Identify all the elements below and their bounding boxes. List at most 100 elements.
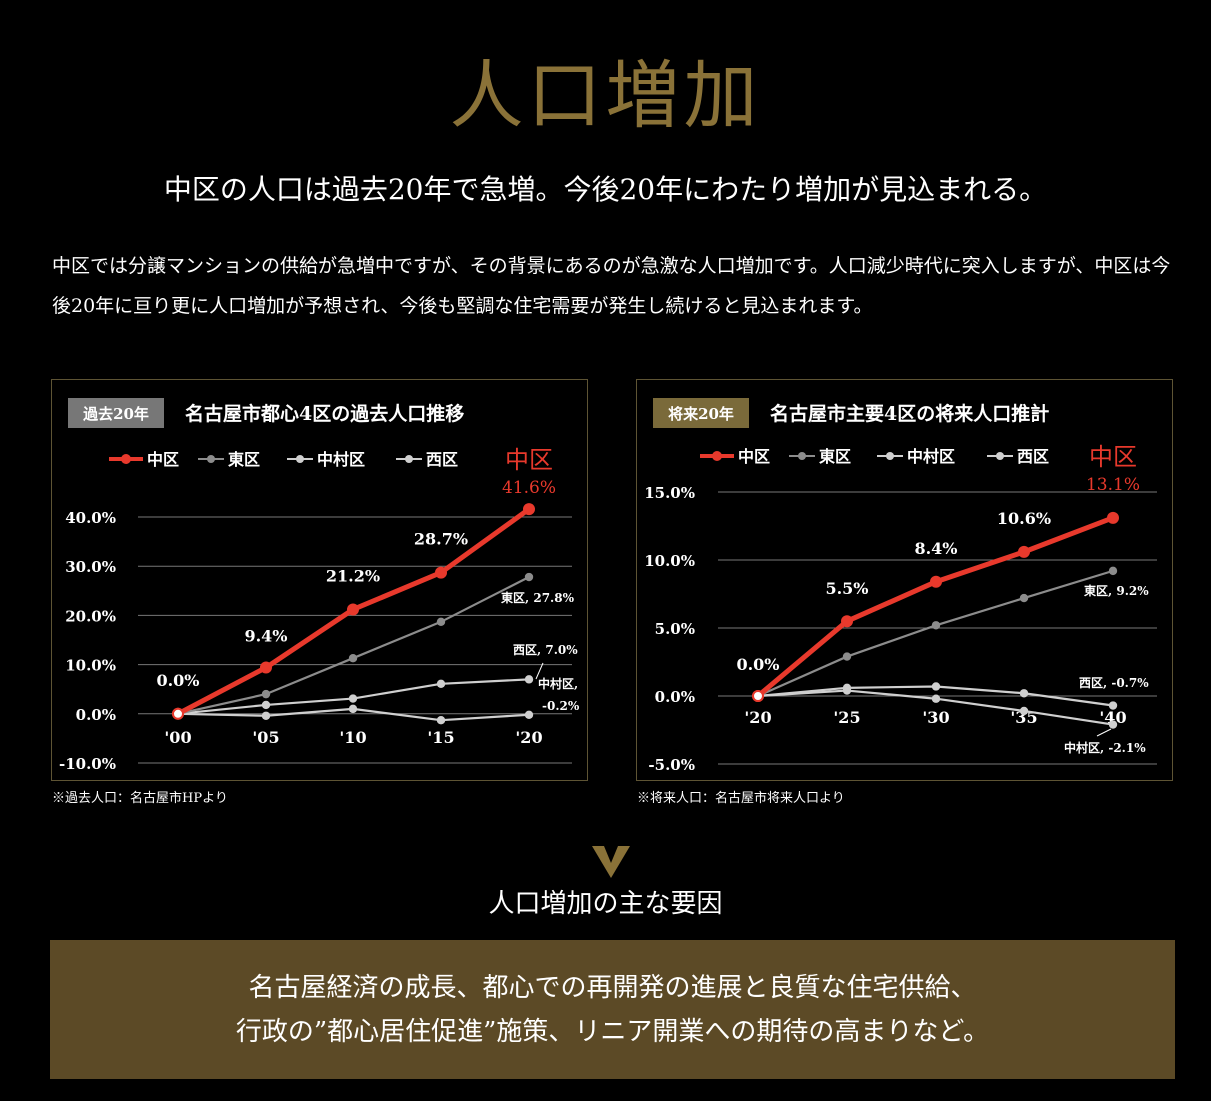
- future-population-chart: 将来20年 名古屋市主要4区の将来人口推計 中区 東区 中村区 西区 中区 13.1% -5.0…: [636, 379, 1173, 781]
- data-point: [436, 617, 446, 626]
- legend-entry: 西区: [426, 450, 458, 469]
- y-tick-label: 40.0%: [65, 509, 116, 527]
- annotation-leader: [1096, 728, 1112, 737]
- x-tick-label: '05: [252, 728, 279, 747]
- chart-badge: [653, 398, 749, 428]
- data-point: [1019, 706, 1029, 716]
- data-point: [436, 679, 446, 688]
- series-annotation: 西区, 7.0%: [513, 643, 578, 657]
- data-point: [348, 654, 358, 663]
- data-point: [435, 566, 447, 579]
- legend-swatch-marker: [121, 454, 131, 464]
- highlight-series-value: 13.1%: [1086, 475, 1140, 495]
- x-tick-label: '40: [1099, 708, 1126, 727]
- factors-heading: 人口増加の主な要因: [488, 889, 723, 919]
- legend-entry: 東区: [819, 447, 851, 466]
- highlight-series-name: 中区: [1089, 443, 1137, 471]
- data-label: 28.7%: [414, 530, 468, 549]
- series-annotation: 西区, -0.7%: [1079, 676, 1149, 690]
- series-annotation: 中村区, -2.1%: [1064, 740, 1146, 755]
- origin-point: [752, 690, 764, 702]
- page-title: 人口増加: [449, 53, 762, 139]
- chart-title: 名古屋市主要4区の将来人口推計: [770, 402, 1049, 425]
- future-chart-source: ※将来人口：名古屋市将来人口より: [637, 791, 845, 806]
- data-point: [348, 704, 358, 714]
- legend-entry: 中区: [147, 450, 179, 469]
- series-line: [177, 576, 530, 715]
- series-annotation: 東区, 27.8%: [501, 590, 575, 605]
- data-point: [1108, 701, 1118, 710]
- data-label: 10.6%: [997, 509, 1051, 528]
- x-tick-label: '25: [833, 708, 860, 727]
- legend-entry: 西区: [1017, 447, 1049, 466]
- data-point: [842, 686, 852, 695]
- annotation-leader: [535, 662, 544, 680]
- data-point: [931, 694, 941, 703]
- data-point: [348, 694, 358, 703]
- data-point: [261, 689, 271, 699]
- legend-swatch-marker: [886, 452, 894, 460]
- legend-entry: 中村区: [317, 450, 365, 469]
- data-label: 0.0%: [156, 671, 199, 690]
- factors-line: 行政の”都心居住促進”施策、リニア開業への期待の高まりなど。: [235, 1016, 990, 1047]
- chart-title: 名古屋市都心4区の過去人口推移: [185, 402, 464, 425]
- series-annotation: 中村区,: [538, 676, 578, 691]
- series-line: [757, 569, 1114, 698]
- x-tick-label: '20: [515, 728, 542, 747]
- data-label: 21.2%: [326, 566, 380, 585]
- legend-swatch-marker: [296, 455, 304, 463]
- legend-swatch-marker: [996, 452, 1004, 460]
- highlight-series-value: 41.6%: [502, 478, 556, 498]
- data-label: 0.0%: [736, 655, 779, 674]
- data-label: 8.4%: [914, 539, 957, 558]
- chart-badge-label: 将来20年: [668, 405, 734, 423]
- x-tick-label: '10: [339, 728, 366, 747]
- x-tick-label: '30: [922, 708, 949, 727]
- data-point: [1019, 689, 1029, 698]
- chart-badge-label: 過去20年: [82, 405, 149, 423]
- series-annotation: -0.2%: [542, 699, 580, 713]
- series-annotation: 東区, 9.2%: [1084, 583, 1149, 598]
- y-tick-label: -10.0%: [59, 755, 116, 773]
- chevron-down-icon: [592, 846, 630, 878]
- data-point: [842, 652, 852, 661]
- y-tick-label: 20.0%: [65, 607, 116, 625]
- data-point: [1107, 511, 1119, 524]
- x-tick-label: '15: [427, 728, 454, 747]
- data-point: [1108, 566, 1118, 576]
- factors-line: 名古屋経済の成長、都心での再開発の進展と良質な住宅供給、: [248, 972, 977, 1003]
- y-tick-label: 0.0%: [655, 688, 695, 706]
- intro-paragraph: 中区では分譲マンションの供給が急増中ですが、その背景にあるのが急激な人口増加です…: [52, 255, 1171, 317]
- data-point: [524, 572, 534, 582]
- past-population-chart: 過去20年 名古屋市都心4区の過去人口推移 中区 東区 中村区 西区 中区 41.6% -10.…: [51, 379, 588, 781]
- y-tick-label: 30.0%: [65, 558, 116, 576]
- y-tick-label: 10.0%: [644, 552, 695, 570]
- data-point: [524, 710, 534, 719]
- data-point: [523, 503, 535, 516]
- data-point: [841, 615, 853, 628]
- y-tick-label: 5.0%: [655, 620, 695, 638]
- y-tick-label: -5.0%: [648, 756, 695, 774]
- data-point: [1108, 720, 1118, 729]
- data-point: [347, 603, 359, 616]
- data-label: 5.5%: [825, 579, 868, 598]
- y-tick-label: 10.0%: [65, 657, 116, 675]
- data-point: [261, 700, 271, 710]
- past-chart-source: ※過去人口：名古屋市HPより: [52, 791, 228, 806]
- legend-swatch-marker: [712, 451, 722, 461]
- x-tick-label: '00: [164, 728, 191, 747]
- data-point: [260, 661, 272, 674]
- y-tick-label: 15.0%: [644, 484, 695, 502]
- legend-swatch-marker: [207, 455, 215, 463]
- data-point: [436, 715, 446, 725]
- legend-swatch-marker: [798, 452, 806, 460]
- data-point: [261, 711, 271, 720]
- legend-entry: 中区: [738, 447, 770, 466]
- data-point: [524, 675, 534, 684]
- highlight-series-name: 中区: [505, 446, 553, 474]
- data-label: 9.4%: [244, 627, 287, 646]
- legend-swatch-marker: [405, 455, 413, 463]
- data-point: [931, 621, 941, 630]
